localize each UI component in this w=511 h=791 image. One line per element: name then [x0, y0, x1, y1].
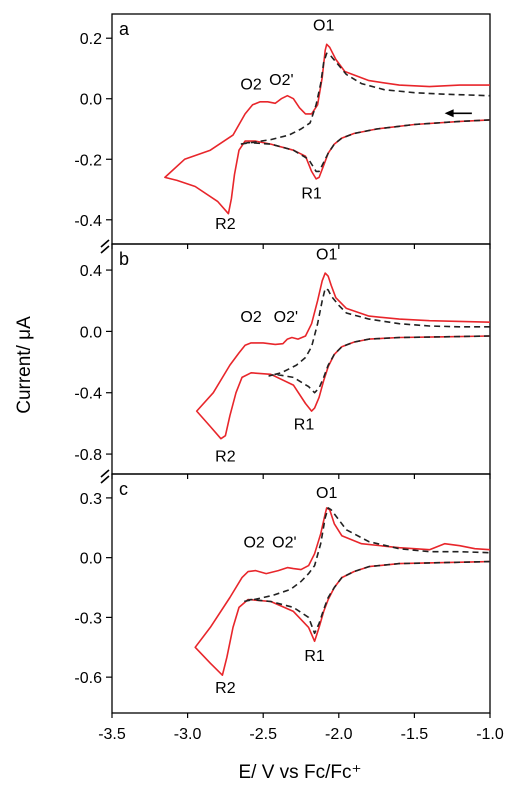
panel-letter: a — [119, 19, 130, 39]
panel-letter: b — [119, 249, 129, 269]
peak-label: O2' — [272, 535, 296, 552]
panel-letter: c — [119, 479, 128, 499]
solid-series-line — [164, 43, 491, 215]
peak-label: R1 — [304, 648, 325, 665]
y-tick-label: -0.8 — [74, 447, 102, 464]
peak-label: O1 — [316, 246, 337, 263]
solid-series-line — [195, 272, 491, 440]
x-tick-label: -3.0 — [174, 726, 202, 743]
dashed-series-line — [268, 287, 491, 394]
y-tick-label: -0.4 — [74, 386, 102, 403]
panel-frame — [111, 473, 491, 714]
y-tick-label: 0.0 — [80, 92, 102, 109]
panel-c: 0.3 0.0 -0.3 -0.6 c O1 O2 O2' R1 R2 — [74, 469, 491, 718]
scan-direction-arrowhead — [444, 109, 454, 118]
peak-label: R1 — [301, 186, 322, 203]
y-tick-label: 0.0 — [80, 324, 102, 341]
peak-label: O2 — [240, 309, 261, 326]
y-tick-label: 0.4 — [80, 263, 102, 280]
axis-break-line — [100, 469, 110, 478]
x-tick-label: -1.0 — [476, 726, 504, 743]
peak-label: R2 — [215, 680, 236, 697]
peak-label: R2 — [215, 216, 236, 233]
x-tick-label: -1.5 — [401, 726, 429, 743]
y-tick-label: -0.4 — [74, 213, 102, 230]
dashed-series-line — [242, 507, 491, 635]
x-axis: -3.5 -3.0 -2.5 -2.0 -1.5 -1.0 — [98, 726, 504, 743]
peak-label: R1 — [294, 417, 315, 434]
y-tick-label: -0.3 — [74, 610, 102, 627]
axis-break-line — [100, 475, 110, 484]
peak-label: O2 — [240, 77, 261, 94]
x-axis-title: E/ V vs Fc/Fc⁺ — [239, 762, 362, 783]
y-tick-label: 0.3 — [80, 491, 102, 508]
peak-label: R2 — [215, 449, 236, 466]
axis-break-line — [100, 239, 110, 248]
peak-label: O2' — [269, 72, 293, 89]
peak-label: O1 — [313, 18, 334, 35]
x-tick-label: -2.5 — [249, 726, 277, 743]
y-tick-label: -0.2 — [74, 152, 102, 169]
panels: 0.2 0.0 -0.2 -0.4 a O1 O2 O2' R1 R2 0.4 0.0 -0.4 -0.8… — [74, 13, 491, 718]
axis-break-mark — [100, 469, 110, 484]
peak-label: O2 — [243, 535, 264, 552]
panel-a: 0.2 0.0 -0.2 -0.4 a O1 O2 O2' R1 R2 — [74, 13, 491, 249]
y-tick-label: -0.6 — [74, 670, 102, 687]
y-tick-label: 0.0 — [80, 551, 102, 568]
peak-label: O2' — [274, 309, 298, 326]
axis-break-mark — [100, 239, 110, 254]
peak-label: O1 — [316, 485, 337, 502]
y-tick-label: 0.2 — [80, 31, 102, 48]
x-tick-label: -3.5 — [98, 726, 126, 743]
x-tick-label: -2.0 — [325, 726, 353, 743]
dashed-series-line — [239, 52, 491, 173]
axis-break-line — [100, 245, 110, 254]
y-axis-title: Current/ μA — [14, 316, 35, 414]
